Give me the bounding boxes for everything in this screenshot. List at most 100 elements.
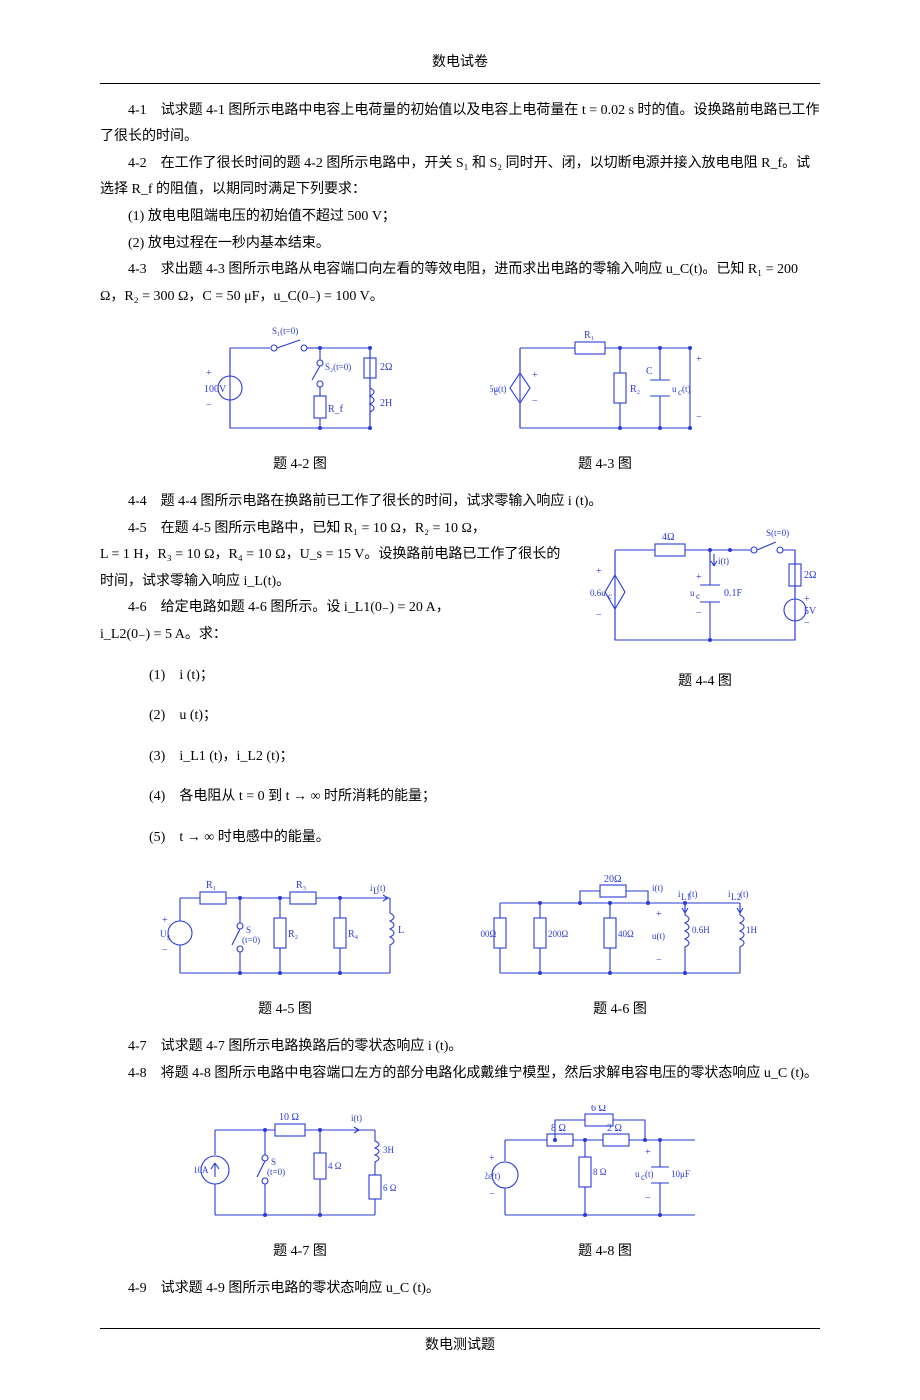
circuit-4-2-svg: S₁(t=0) + 100V − S₂(t=0) R_f: [200, 318, 400, 448]
circuit-4-6-svg: 20Ω 200Ω 200Ω 40Ω 0.6H: [480, 873, 760, 993]
label-8ohm-v: 8 Ω: [593, 1167, 607, 1177]
label-r1: R₁: [584, 330, 594, 341]
figure-row-2: R₁ R₃ + U s − S (t=0): [100, 873, 820, 1024]
label-us: U: [160, 929, 167, 939]
label-4ohm: 4Ω: [662, 532, 674, 543]
label-uc44m: −: [696, 608, 702, 619]
figure-4-7: 10 Ω 10A S (t=0): [195, 1105, 405, 1266]
label-40: 40Ω: [618, 929, 634, 939]
label-s: S(t=0): [766, 528, 789, 538]
label-l1: 0.6H: [692, 925, 710, 935]
label-it: i(t): [718, 556, 729, 566]
caption-4-8: 题 4-8 图: [578, 1239, 632, 1266]
label-5vm: −: [804, 618, 810, 629]
label-s45: S: [246, 925, 251, 935]
label-um: −: [656, 955, 662, 966]
figure-4-8: 6 Ω 8 Ω 2 Ω + 12ε(t) −: [485, 1105, 725, 1266]
svg-text:(t): (t): [740, 889, 749, 899]
svg-text:c: c: [696, 591, 700, 601]
circuit-4-5-svg: R₁ R₃ + U s − S (t=0): [160, 873, 410, 993]
problem-4-1: 4-1 试求题 4-1 图所示电路中电容上电荷量的初始值以及电容上电荷量在 t …: [100, 98, 820, 151]
label-10uf: 10μF: [671, 1169, 690, 1179]
label-r4-45: R₄: [348, 929, 359, 940]
label-srcp48: +: [489, 1153, 495, 1164]
problem-4-2: 4-2 在工作了很长时间的题 4-2 图所示电路中，开关 S₁ 和 S₂ 同时开…: [100, 151, 820, 204]
page-header: 数电试卷: [100, 50, 820, 84]
label-uc-minus: −: [696, 412, 702, 423]
svg-text:(t): (t): [377, 883, 386, 893]
label-4ohm47: 4 Ω: [328, 1161, 342, 1171]
label-2h: 2H: [380, 398, 392, 409]
caption-4-3: 题 4-3 图: [578, 452, 632, 479]
svg-text:(t): (t): [689, 889, 698, 899]
label-r3-45: R₃: [296, 880, 306, 891]
label-10ohm: 10 Ω: [279, 1112, 299, 1123]
problem-4-6-5: (5) t → ∞ 时电感中的能量。: [149, 825, 820, 852]
caption-4-2: 题 4-2 图: [273, 452, 327, 479]
label-l2: 1H: [746, 925, 758, 935]
label-c44: 0.1F: [724, 588, 743, 599]
label-ucp48: +: [645, 1147, 651, 1158]
problem-4-4: 4-4 题 4-4 图所示电路在换路前已工作了很长的时间，试求零输入响应 i (…: [100, 489, 820, 516]
label-2ohm48: 2 Ω: [607, 1123, 622, 1134]
label-uc: u: [672, 384, 677, 394]
label-200b: 200Ω: [548, 929, 569, 939]
label-r2: R₂: [630, 384, 640, 395]
circuit-4-3-svg: R₁ + − -5u c (t) R₂ C + u: [490, 318, 720, 448]
label-minus-src: −: [206, 400, 212, 411]
svg-text:(t): (t): [645, 1169, 654, 1179]
label-12e: 12ε(t): [485, 1171, 500, 1181]
label-ucm48: −: [645, 1193, 651, 1204]
label-10a: 10A: [195, 1165, 209, 1175]
label-dep44: 0.6u: [590, 588, 606, 598]
caption-4-4: 题 4-4 图: [678, 669, 732, 696]
figure-4-2: S₁(t=0) + 100V − S₂(t=0) R_f: [200, 318, 400, 479]
label-s2: S₂(t=0): [325, 362, 351, 372]
figure-row-3: 10 Ω 10A S (t=0): [100, 1105, 820, 1266]
page-container: 数电试卷 4-1 试求题 4-1 图所示电路中电容上电荷量的初始值以及电容上电荷…: [0, 0, 920, 1400]
caption-4-6: 题 4-6 图: [593, 997, 647, 1024]
figure-4-5: R₁ R₃ + U s − S (t=0): [160, 873, 410, 1024]
label-uc48: u: [635, 1169, 640, 1179]
label-s47: S: [271, 1157, 276, 1167]
label-dep-minus: −: [532, 396, 538, 407]
caption-4-7: 题 4-7 图: [273, 1239, 327, 1266]
label-2ohm44: 2Ω: [804, 570, 816, 581]
problem-4-6-3: (3) i_L1 (t)，i_L2 (t)；: [149, 744, 820, 771]
label-u: u(t): [652, 931, 665, 941]
problem-4-6-4: (4) 各电阻从 t = 0 到 t → ∞ 时所消耗的能量；: [149, 784, 820, 811]
label-3h: 3H: [383, 1145, 395, 1155]
circuit-4-7-svg: 10 Ω 10A S (t=0): [195, 1105, 405, 1235]
circuit-4-4-svg: 4Ω S(t=0) + 0.6u c − 0.1F + u c −: [590, 520, 820, 665]
label-uc44: u: [690, 588, 695, 598]
problem-4-9: 4-9 试求题 4-9 图所示电路的零状态响应 u_C (t)。: [100, 1276, 820, 1303]
svg-text:(t): (t): [498, 384, 507, 394]
label-it47: i(t): [351, 1113, 362, 1123]
label-i46: i(t): [652, 883, 663, 893]
label-200a: 200Ω: [480, 929, 497, 939]
svg-text:c: c: [608, 591, 612, 601]
figure-4-4: 4Ω S(t=0) + 0.6u c − 0.1F + u c −: [590, 520, 820, 696]
label-6ohm48: 6 Ω: [591, 1105, 606, 1114]
svg-text:(t=0): (t=0): [242, 935, 260, 945]
problem-4-2-sub2: (2) 放电过程在一秒内基本结束。: [100, 231, 820, 258]
label-5vp: +: [804, 594, 810, 605]
label-s1: S₁(t=0): [272, 326, 298, 336]
label-up: +: [656, 909, 662, 920]
figure-4-3: R₁ + − -5u c (t) R₂ C + u: [490, 318, 720, 479]
label-uc-plus: +: [696, 354, 702, 365]
svg-text:s: s: [167, 932, 171, 942]
label-usp: +: [162, 915, 168, 926]
label-5v: 5V: [804, 606, 817, 617]
label-20ohm: 20Ω: [604, 874, 621, 885]
label-plus-src: +: [206, 368, 212, 379]
label-minus-dep44: −: [596, 610, 602, 621]
caption-4-5: 题 4-5 图: [258, 997, 312, 1024]
circuit-4-8-svg: 6 Ω 8 Ω 2 Ω + 12ε(t) −: [485, 1105, 725, 1235]
problem-4-8: 4-8 将题 4-8 图所示电路中电容端口左方的部分电路化成戴维宁模型，然后求解…: [100, 1061, 820, 1088]
label-uc44p: +: [696, 572, 702, 583]
label-srcm48: −: [489, 1189, 495, 1200]
label-r1-45: R₁: [206, 880, 216, 891]
svg-text:(t): (t): [682, 384, 691, 394]
label-8ohm-top: 8 Ω: [551, 1123, 566, 1134]
